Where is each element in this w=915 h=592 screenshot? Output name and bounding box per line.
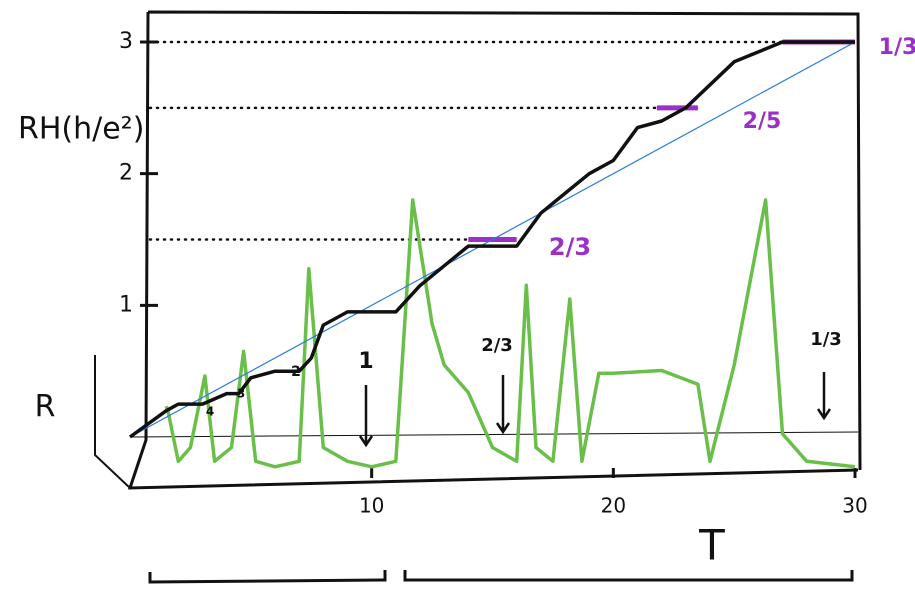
y-tick-label: 2 — [119, 161, 133, 186]
r-axis — [95, 355, 130, 488]
annotation: 1 — [358, 349, 373, 374]
annotation: 2 — [291, 364, 301, 380]
x-label: T — [698, 521, 725, 570]
y-label: RH(h/e²) — [18, 112, 144, 147]
arrow — [497, 375, 509, 432]
annotation: 2/3 — [549, 233, 591, 261]
y-tick-label: 3 — [119, 29, 133, 54]
annotation: 2/3 — [481, 335, 513, 356]
y-tick-label: 1 — [119, 292, 133, 317]
x-tick-label: 10 — [359, 494, 384, 518]
x-tick-label: 30 — [842, 494, 867, 518]
annotation: 1/3 — [879, 35, 915, 60]
annotation: 4 — [206, 405, 214, 419]
arrow — [818, 372, 830, 418]
series-line — [130, 42, 855, 437]
arrow — [360, 385, 372, 445]
bracket — [150, 570, 852, 582]
frame — [130, 12, 860, 488]
x-tick-label: 20 — [601, 494, 626, 518]
y2-label: R — [35, 390, 56, 425]
baseline — [132, 432, 858, 437]
annotation: 2/5 — [743, 109, 782, 134]
annotation: 3 — [237, 387, 245, 401]
chart: RH(h/e²) R T 1 2 3 10 20 30 1/3 2/5 2/3 2/3 1 1/3 4 3… — [0, 0, 915, 592]
annotation: 1/3 — [810, 329, 842, 350]
